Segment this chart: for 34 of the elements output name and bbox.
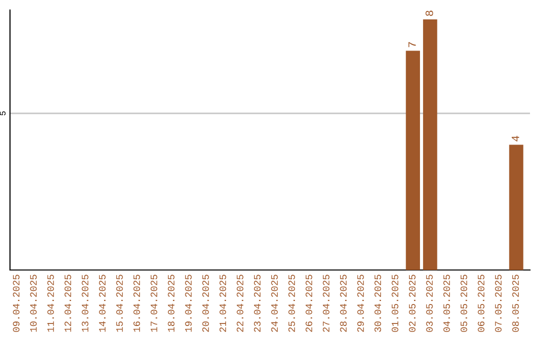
x-tick-label: 19.04.2025	[185, 274, 192, 332]
x-tick-label: 25.04.2025	[288, 274, 295, 332]
x-tick-label: 02.05.2025	[408, 274, 416, 332]
x-tick-label: 07.05.2025	[495, 274, 502, 332]
x-tick-label: 12.04.2025	[64, 274, 72, 332]
data-label: 8	[426, 10, 434, 16]
x-tick-label: 30.04.2025	[374, 274, 382, 332]
x-tick-label: 28.04.2025	[340, 274, 347, 332]
x-tick-label: 01.05.2025	[392, 274, 398, 332]
x-tick-label: 20.04.2025	[202, 274, 209, 332]
data-label: 4	[512, 136, 520, 142]
x-tick-label: 05.05.2025	[460, 274, 468, 332]
x-tick-label: 08.05.2025	[512, 274, 519, 332]
x-tick-label: 11.04.2025	[47, 274, 54, 332]
x-tick-label: 22.04.2025	[236, 274, 244, 332]
x-tick-label: 10.04.2025	[30, 274, 37, 332]
x-tick-label: 04.05.2025	[443, 274, 450, 332]
x-tick-label: 14.04.2025	[98, 274, 106, 332]
x-tick-label: 24.04.2025	[271, 274, 278, 332]
x-tick-label: 16.04.2025	[133, 274, 140, 332]
x-tick-label: 06.05.2025	[478, 274, 484, 332]
x-tick-label: 15.04.2025	[116, 274, 123, 332]
x-tick-label: 26.04.2025	[306, 274, 312, 332]
x-tick-label: 27.04.2025	[322, 274, 330, 332]
x-tick-label: 17.04.2025	[150, 274, 158, 332]
x-tick-label: 13.04.2025	[82, 274, 88, 332]
data-label: 7	[408, 42, 416, 48]
y-tick-label: 5	[0, 111, 6, 116]
x-tick-label: 21.04.2025	[220, 274, 226, 332]
x-tick-label: 09.04.2025	[12, 274, 20, 332]
x-tick-label: 03.05.2025	[426, 274, 433, 332]
x-tick-label: 29.04.2025	[357, 274, 364, 332]
x-tick-label: 23.04.2025	[254, 274, 261, 332]
x-tick-label: 18.04.2025	[168, 274, 174, 332]
